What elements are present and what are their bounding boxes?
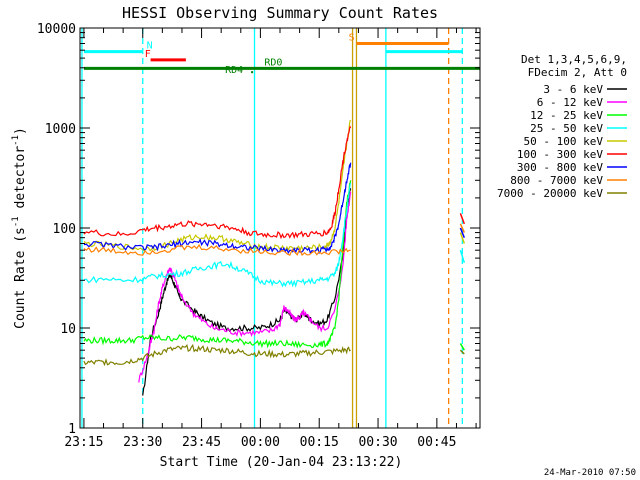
- legend-entry-label: 25 - 50 keV: [530, 122, 603, 135]
- x-tick-label: 00:15: [300, 435, 339, 450]
- x-tick-label: 00:45: [417, 435, 456, 450]
- x-tick-label: 23:45: [182, 435, 221, 450]
- post-gap-segment: [459, 249, 466, 263]
- post-gap-segment: [459, 213, 466, 225]
- legend-header: Det 1,3,4,5,6,9,: [521, 53, 627, 66]
- x-tick-label: 23:30: [123, 435, 162, 450]
- flag-marker-dot: [251, 71, 254, 74]
- series-line: [83, 125, 352, 240]
- y-tick-label: 100: [53, 222, 76, 237]
- y-axis-label-end: ): [13, 127, 28, 135]
- flag-label: N: [147, 41, 153, 52]
- x-tick-label: 00:00: [241, 435, 280, 450]
- flag-label: F: [145, 49, 151, 60]
- post-gap-segment: [459, 349, 465, 355]
- series-line: [83, 183, 352, 288]
- y-axis-label-main: Count Rate (s: [13, 227, 28, 329]
- x-tick-label: 23:15: [64, 435, 103, 450]
- y-tick-label: 10000: [37, 22, 76, 37]
- y-tick-label: 1: [68, 422, 76, 437]
- y-axis-label-sup1: -1: [11, 216, 21, 227]
- series-line: [83, 343, 351, 367]
- flag-label: RD0: [264, 57, 282, 68]
- y-axis-label-sup2: -1: [11, 135, 21, 146]
- post-gap-segment: [459, 223, 465, 233]
- y-tick-label: 10: [60, 322, 76, 337]
- x-axis-ticks: 23:15 23:30 23:45 00:00 00:15 00:30 00:45: [64, 28, 477, 450]
- legend-entry-label: 800 - 7000 keV: [510, 174, 603, 187]
- legend: Det 1,3,4,5,6,9,FDecim 2, Att 0 3 - 6 keV…: [497, 53, 627, 200]
- series-line: [83, 180, 352, 349]
- legend-entry-label: 3 - 6 keV: [543, 83, 603, 96]
- x-axis-label: Start Time (20-Jan-04 23:13:22): [160, 455, 403, 470]
- legend-entry-label: 50 - 100 keV: [524, 135, 604, 148]
- legend-entry-label: 6 - 12 keV: [537, 96, 604, 109]
- legend-entry-label: 300 - 800 keV: [517, 161, 603, 174]
- series-line: [142, 188, 352, 396]
- post-gap-segment: [459, 343, 465, 351]
- post-gap-segment: [459, 227, 466, 238]
- flag-label: S: [349, 32, 355, 43]
- series-line: [83, 119, 352, 252]
- plot-area: N S F RD0 RD4: [79, 27, 481, 429]
- x-tick-label: 00:30: [358, 435, 397, 450]
- legend-entry-label: 12 - 25 keV: [530, 109, 603, 122]
- y-axis-label: Count Rate (s-1 detector-1): [11, 127, 28, 329]
- y-axis-ticks: 1 10 100 1000 10000: [37, 22, 480, 437]
- flag-label: RD4: [225, 65, 243, 76]
- plot-frame: [79, 27, 481, 429]
- footer-timestamp: 24-Mar-2010 07:50: [544, 468, 636, 478]
- chart-title: HESSI Observing Summary Count Rates: [122, 4, 438, 22]
- series-line: [138, 191, 352, 383]
- series-line: [83, 162, 352, 255]
- legend-entry-label: 100 - 300 keV: [517, 148, 603, 161]
- y-axis-label-mid: detector: [13, 146, 28, 217]
- y-tick-label: 1000: [45, 122, 76, 137]
- legend-entry-label: 7000 - 20000 keV: [497, 187, 603, 200]
- series-line: [83, 243, 351, 257]
- legend-header: FDecim 2, Att 0: [528, 66, 627, 79]
- post-gap-segment: [459, 232, 466, 244]
